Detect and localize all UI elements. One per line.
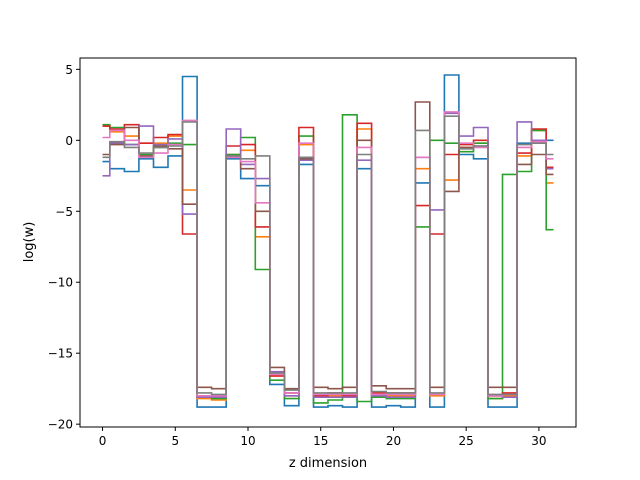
y-axis: 5 0 −5 −10 −15 −20 <box>48 63 80 432</box>
series-line-3 <box>102 114 554 404</box>
series-line-8 <box>102 115 554 396</box>
x-tick-label: 5 <box>171 434 179 448</box>
x-tick-label: 30 <box>531 434 546 448</box>
y-tick-label: 5 <box>65 63 73 77</box>
plot-frame <box>79 57 577 428</box>
x-axis: 0 5 10 15 20 25 30 <box>99 427 547 448</box>
x-axis-label: z dimension <box>289 456 367 471</box>
y-tick-label: −10 <box>48 276 73 290</box>
series-layer <box>102 74 554 408</box>
y-tick-label: −5 <box>55 205 73 219</box>
x-tick-label: 15 <box>313 434 328 448</box>
y-tick-label: 0 <box>65 134 73 148</box>
x-tick-label: 20 <box>386 434 401 448</box>
y-tick-label: −20 <box>48 418 73 432</box>
y-tick-label: −15 <box>48 347 73 361</box>
series-line-1 <box>102 74 554 408</box>
y-axis-label: log(w) <box>22 222 37 263</box>
x-tick-label: 0 <box>99 434 107 448</box>
x-tick-label: 10 <box>240 434 255 448</box>
x-tick-label: 25 <box>459 434 474 448</box>
